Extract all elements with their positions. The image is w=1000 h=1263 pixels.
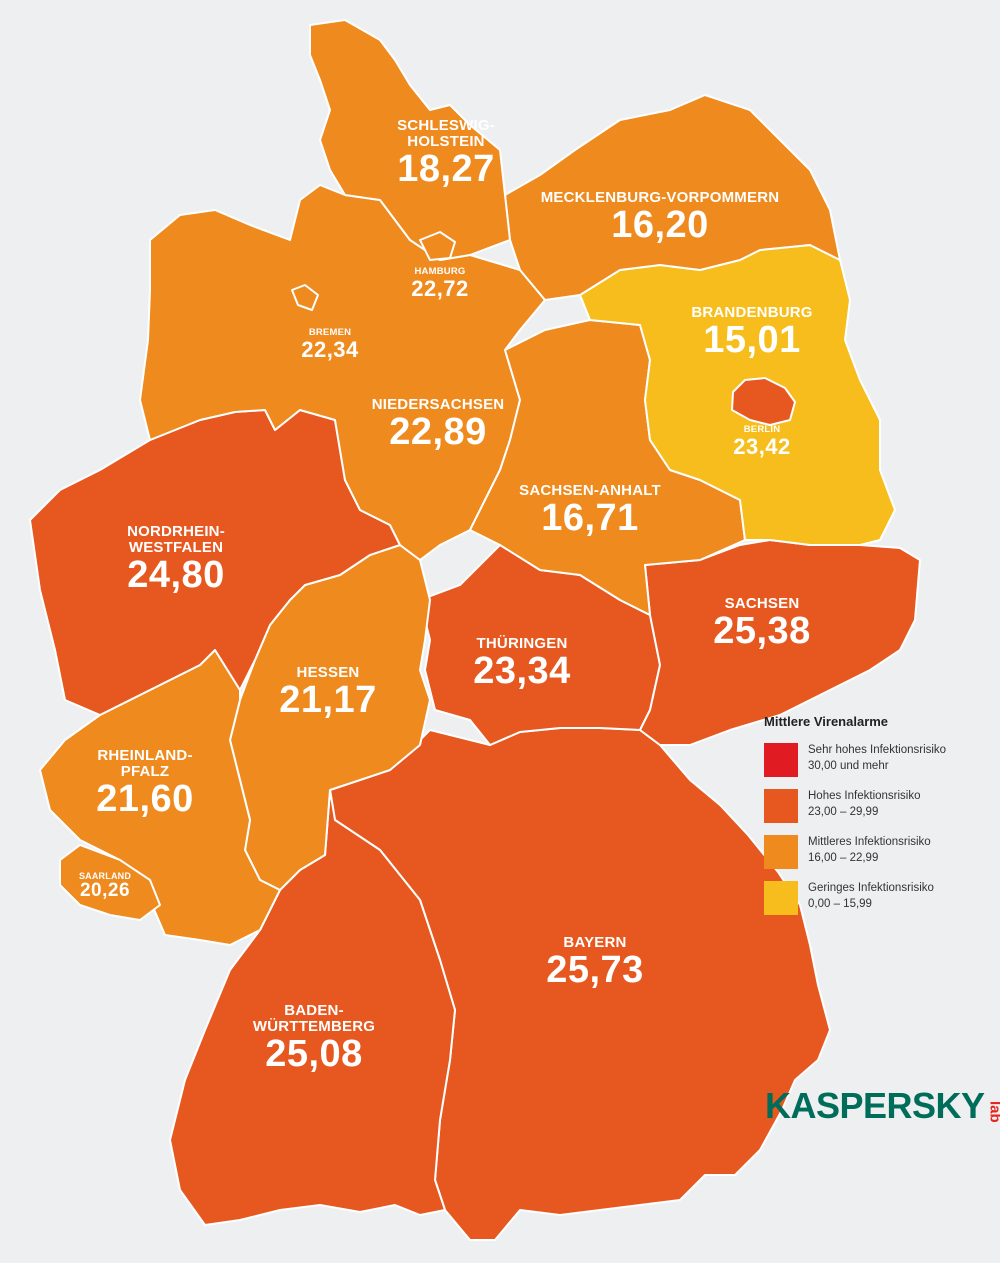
- logo-word: KASPERSKY: [765, 1085, 985, 1126]
- state-value: 20,26: [79, 880, 131, 902]
- legend-swatch: [764, 789, 798, 823]
- state-name: SAARLAND: [78, 871, 132, 881]
- state-value: 18,27: [397, 147, 495, 190]
- label-bremen: BREMEN 22,34: [301, 327, 359, 362]
- legend-text: Sehr hohes Infektionsrisiko 30,00 und me…: [808, 743, 946, 774]
- state-name: BAYERN: [563, 934, 627, 951]
- state-value: 25,38: [713, 609, 811, 652]
- legend-label: Hohes Infektionsrisiko: [808, 790, 921, 802]
- legend-range: 23,00 – 29,99: [808, 805, 879, 818]
- label-saarland: SAARLAND 20,26: [78, 871, 132, 902]
- legend-label: Sehr hohes Infektionsrisiko: [808, 744, 947, 756]
- label-sachsen: SACHSEN 25,38: [713, 596, 811, 652]
- legend: Mittlere Virenalarme Sehr hohes Infektio…: [764, 714, 994, 927]
- state-value: 24,80: [127, 553, 225, 596]
- state-name: SACHSEN-ANHALT: [519, 482, 661, 499]
- state-shape-hamburg[interactable]: [419, 231, 456, 261]
- state-name: WESTFALEN: [128, 538, 224, 556]
- state-value: 16,71: [541, 496, 639, 539]
- state-name: SCHLESWIG-: [397, 117, 495, 134]
- legend-text: Mittleres Infektionsrisiko 16,00 – 22,99: [808, 835, 931, 866]
- state-name: MECKLENBURG-VORPOMMERN: [540, 189, 780, 206]
- label-rheinland-pfalz: RHEINLAND- PFALZ 21,60: [96, 748, 194, 819]
- legend-label: Mittleres Infektionsrisiko: [808, 836, 931, 848]
- label-sachsen-anhalt: SACHSEN-ANHALT 16,71: [519, 483, 661, 539]
- legend-swatch: [764, 743, 798, 777]
- legend-item-medium: Mittleres Infektionsrisiko 16,00 – 22,99: [764, 835, 994, 869]
- label-brandenburg: BRANDENBURG 15,01: [691, 305, 812, 361]
- state-name: RHEINLAND-: [97, 747, 193, 764]
- label-berlin: BERLIN 23,42: [733, 424, 791, 459]
- state-name: BERLIN: [743, 424, 781, 435]
- state-name: PFALZ: [120, 762, 170, 780]
- label-baden-wuerttemberg: BADEN- WÜRTTEMBERG 25,08: [253, 1003, 375, 1074]
- state-value: 25,08: [265, 1032, 363, 1075]
- state-value: 16,20: [611, 203, 709, 246]
- state-shape-baden-wuerttemberg[interactable]: [169, 789, 456, 1226]
- state-name: SACHSEN: [724, 595, 800, 612]
- state-value: 23,34: [473, 649, 571, 692]
- state-name: HESSEN: [296, 664, 360, 681]
- legend-range: 0,00 – 15,99: [808, 897, 872, 910]
- state-shape-mecklenburg-vorpommern[interactable]: [504, 94, 841, 301]
- state-name: THÜRINGEN: [476, 635, 568, 652]
- kaspersky-logo: KASPERSKY lab: [765, 1085, 1000, 1127]
- state-name: HAMBURG: [414, 266, 466, 277]
- state-name: BREMEN: [308, 327, 352, 338]
- state-shape-bremen[interactable]: [291, 284, 319, 311]
- label-hamburg: HAMBURG 22,72: [411, 266, 469, 301]
- legend-item-high: Hohes Infektionsrisiko 23,00 – 29,99: [764, 789, 994, 823]
- state-name: HOLSTEIN: [407, 132, 485, 150]
- state-value: 21,17: [279, 678, 377, 721]
- logo-lab: lab: [986, 1101, 1000, 1123]
- label-thueringen: THÜRINGEN 23,34: [473, 636, 571, 692]
- state-value: 15,01: [703, 318, 801, 361]
- legend-swatch: [764, 835, 798, 869]
- legend-text: Geringes Infektionsrisiko 0,00 – 15,99: [808, 881, 934, 912]
- legend-item-low: Geringes Infektionsrisiko 0,00 – 15,99: [764, 881, 994, 915]
- state-name: WÜRTTEMBERG: [252, 1017, 376, 1035]
- state-value: 22,34: [301, 336, 359, 362]
- state-name: NIEDERSACHSEN: [371, 396, 505, 413]
- state-value: 25,73: [546, 948, 644, 991]
- label-bayern: BAYERN 25,73: [546, 935, 644, 991]
- state-value: 23,42: [733, 433, 791, 459]
- legend-text: Hohes Infektionsrisiko 23,00 – 29,99: [808, 789, 921, 820]
- legend-title: Mittlere Virenalarme: [764, 714, 889, 729]
- state-name: NORDRHEIN-: [127, 523, 225, 540]
- legend-range: 30,00 und mehr: [808, 759, 889, 772]
- state-shape-berlin[interactable]: [731, 377, 796, 426]
- state-name: BADEN-: [284, 1002, 344, 1019]
- label-mecklenburg-vorpommern: MECKLENBURG-VORPOMMERN 16,20: [541, 190, 780, 246]
- state-value: 21,60: [96, 777, 194, 820]
- state-name: BRANDENBURG: [691, 304, 813, 321]
- label-schleswig-holstein: SCHLESWIG- HOLSTEIN 18,27: [397, 118, 495, 189]
- state-value: 22,72: [411, 275, 469, 301]
- state-shape-schleswig-holstein[interactable]: [309, 19, 511, 261]
- state-shape-saarland[interactable]: [59, 844, 161, 921]
- label-hessen: HESSEN 21,17: [279, 665, 377, 721]
- state-value: 22,89: [389, 410, 487, 453]
- label-nordrhein-westfalen: NORDRHEIN- WESTFALEN 24,80: [127, 524, 225, 595]
- label-niedersachsen: NIEDERSACHSEN 22,89: [372, 397, 505, 453]
- legend-range: 16,00 – 22,99: [808, 851, 879, 864]
- legend-item-very-high: Sehr hohes Infektionsrisiko 30,00 und me…: [764, 743, 994, 777]
- legend-swatch: [764, 881, 798, 915]
- legend-label: Geringes Infektionsrisiko: [808, 882, 934, 894]
